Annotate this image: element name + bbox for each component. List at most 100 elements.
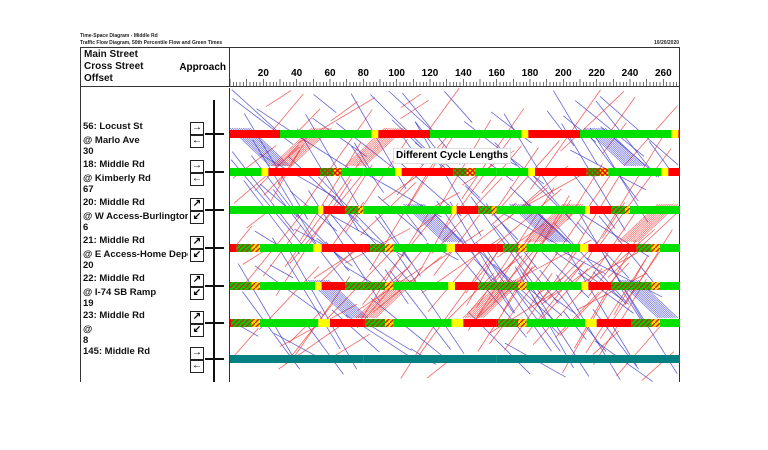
- phase-red: [588, 244, 630, 252]
- phase-green: [496, 206, 585, 214]
- phase-red: [630, 319, 632, 327]
- southbound-trajectory: [491, 147, 539, 217]
- phase-red: [455, 282, 479, 290]
- southbound-trajectory: [400, 324, 436, 379]
- northbound-trajectory: [388, 90, 432, 130]
- intersection-name: 21: Middle Rd: [83, 236, 145, 246]
- phase-red: [590, 206, 612, 214]
- arrow-left-icon: ←: [190, 173, 204, 186]
- phase-red: [321, 282, 345, 290]
- phase-red: [496, 244, 504, 252]
- phase-red: [678, 130, 680, 138]
- southbound-trajectory: [560, 91, 625, 152]
- phase-red: [268, 168, 320, 176]
- phase-red: [528, 130, 530, 138]
- time-axis: 20 40 60 80 100 120 140 160 180 200 220 240 260: [229, 48, 680, 87]
- phase-green: [526, 244, 580, 252]
- cycle-length-note: Different Cycle Lengths: [393, 148, 512, 164]
- phase-xyellow: [466, 168, 475, 176]
- northbound-trajectory: [243, 180, 300, 255]
- southbound-trajectory: [446, 272, 495, 321]
- phase-green: [608, 168, 630, 176]
- offset-label: Offset: [84, 73, 113, 84]
- arrow-ne-icon: ↗: [190, 311, 204, 324]
- arrow-left-icon: ←: [190, 135, 204, 148]
- phase-red: [323, 206, 345, 214]
- phase-red: [596, 319, 630, 327]
- phase-red: [230, 244, 237, 252]
- northbound-trajectory: [549, 247, 622, 300]
- phase-hyellow: [358, 206, 364, 214]
- northbound-trajectory: [586, 257, 663, 298]
- phase-yellow: [446, 244, 455, 252]
- phase-hatch: [478, 206, 492, 214]
- northbound-trajectory: [344, 265, 375, 285]
- phase-hyellow: [385, 244, 394, 252]
- northbound-trajectory: [595, 100, 658, 178]
- southbound-trajectory: [292, 276, 351, 359]
- phase-green: [430, 130, 522, 138]
- northbound-trajectory: [529, 171, 585, 235]
- northbound-trajectory: [397, 254, 465, 355]
- intersection-offset: 67: [83, 184, 94, 195]
- phase-yellow: [585, 319, 597, 327]
- intersection-tick: [205, 133, 224, 135]
- phase-green: [660, 282, 680, 290]
- intersection-offset: 8: [83, 335, 89, 346]
- southbound-trajectory: [265, 90, 292, 107]
- southbound-trajectory: [502, 195, 570, 312]
- phase-yellow: [318, 319, 330, 327]
- arrow-right-icon: →: [190, 122, 204, 135]
- northbound-trajectory: [414, 121, 482, 237]
- northbound-trajectory: [473, 258, 498, 284]
- northbound-trajectory: [577, 272, 634, 314]
- northbound-trajectory: [313, 94, 337, 113]
- axis-tick-label: 240: [622, 68, 639, 79]
- phase-hatch: [236, 244, 252, 252]
- corridor-line: [213, 100, 215, 382]
- southbound-trajectory: [299, 142, 362, 242]
- phase-xyellow: [600, 168, 609, 176]
- axis-tick-label: 140: [455, 68, 472, 79]
- phase-hyellow: [651, 319, 660, 327]
- southbound-trajectory: [555, 291, 600, 338]
- phase-yellow: [451, 319, 464, 327]
- signal-timing-bar: [230, 130, 680, 138]
- phase-yellow: [585, 206, 590, 214]
- intersection-name: 56: Locust St: [83, 122, 143, 132]
- phase-xhatch: [453, 168, 467, 176]
- phase-red: [330, 319, 364, 327]
- signal-timing-bar: [230, 319, 680, 327]
- northbound-trajectory: [322, 203, 387, 282]
- phase-hatch: [365, 319, 385, 327]
- southbound-trajectory: [489, 253, 558, 345]
- phase-hatch: [611, 282, 630, 290]
- axis-tick-label: 60: [324, 68, 336, 79]
- southbound-trajectory: [466, 250, 499, 306]
- phase-yellow: [313, 244, 322, 252]
- phase-xyellow: [333, 168, 342, 176]
- intersection-list: 56: Locust St @ Marlo Ave 30 → ← 18: Middle R…: [80, 88, 230, 382]
- phase-green: [260, 319, 319, 327]
- intersection-name: 145: Middle Rd: [83, 347, 151, 357]
- intersection-offset: 30: [83, 146, 94, 157]
- southbound-trajectory: [230, 328, 259, 360]
- northbound-trajectory: [272, 188, 344, 282]
- intersection-name: 23: Middle Rd: [83, 311, 145, 321]
- northbound-trajectory: [553, 222, 629, 305]
- cross-street: @ I-74 SB Ramp: [83, 288, 157, 298]
- phase-yellow: [315, 282, 322, 290]
- approach-label: Approach: [179, 62, 226, 73]
- southbound-trajectory: [285, 303, 334, 364]
- phase-hyellow: [385, 282, 394, 290]
- phase-hyellow: [518, 319, 527, 327]
- signal-timing-bar: [230, 206, 680, 214]
- phase-green: [230, 206, 319, 214]
- phase-hyellow: [518, 282, 527, 290]
- phase-green: [660, 244, 680, 252]
- southbound-trajectory: [624, 229, 673, 306]
- northbound-trajectory: [306, 324, 344, 375]
- report-date: 10/20/2020: [654, 40, 680, 46]
- southbound-trajectory: [426, 360, 449, 379]
- phase-yellow: [318, 206, 324, 214]
